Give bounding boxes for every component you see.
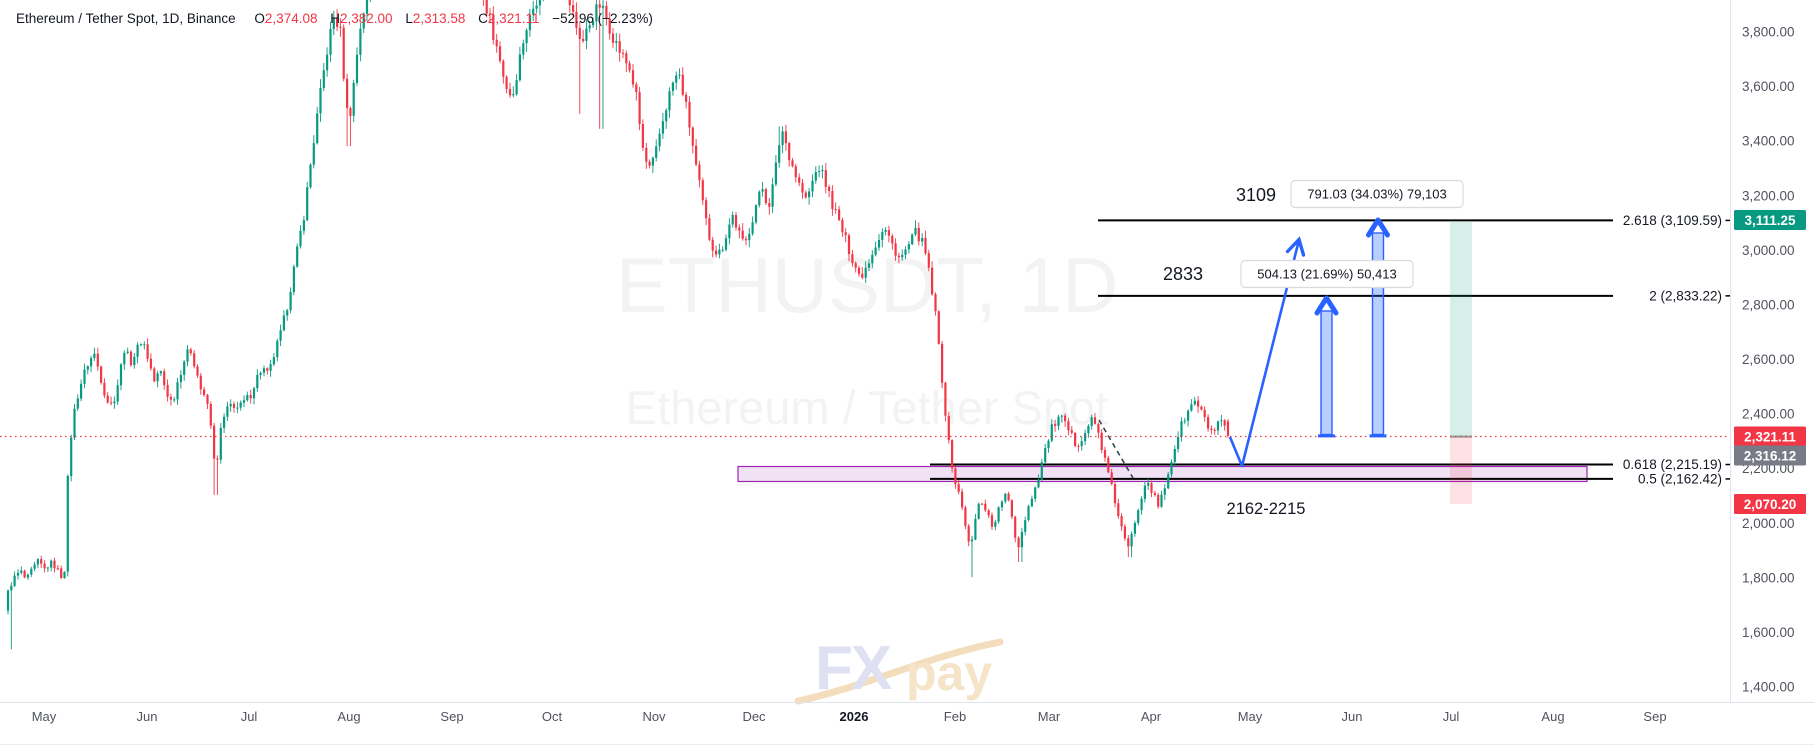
time-axis[interactable]: May Jun Jul Aug Sep Oct Nov Dec 2026 Feb Mar Apr May… [32, 709, 1667, 724]
price-axis-label: 3,400.00 [1742, 134, 1795, 149]
time-axis-label: Jun [137, 709, 158, 724]
price-target-note[interactable]: 2833 [1163, 264, 1203, 284]
symbol-ohlc-header: Ethereum / Tether Spot, 1D, Binance O2,3… [16, 11, 653, 26]
symbol-watermark: ETHUSDT, 1D Ethereum / Tether Spot [616, 241, 1119, 434]
high-value: 2,382.00 [340, 11, 393, 26]
bounce-arrow-head [1285, 236, 1306, 257]
measure-label-text: 791.03 (34.03%) 79,103 [1307, 187, 1447, 202]
loss-zone[interactable] [1450, 436, 1472, 505]
close-label: C [478, 11, 488, 26]
dashed-trendline-segment[interactable] [1098, 419, 1134, 479]
price-axis-label: 3,800.00 [1742, 25, 1795, 40]
logo-swoosh [794, 638, 1004, 705]
time-axis-label: Sep [1643, 709, 1666, 724]
axes-layer [0, 0, 1814, 703]
fib-level-label: 0.618 (2,215.19) [1623, 457, 1722, 472]
fib-level-label: 2.618 (3,109.59) [1623, 213, 1722, 228]
measure-label-box[interactable] [1240, 259, 1414, 289]
measure-label-box[interactable] [1290, 179, 1464, 209]
blue-projection-arrows[interactable] [1228, 217, 1390, 468]
bounce-arrow-line[interactable] [1228, 239, 1301, 468]
vertical-arrow-head [1314, 295, 1339, 316]
low-value: 2,313.58 [412, 11, 466, 26]
price-axis-label: 1,400.00 [1742, 680, 1795, 695]
long-position-projection[interactable] [1450, 222, 1472, 504]
time-axis-label: Mar [1038, 709, 1061, 724]
change-value: −52.96 (−2.23%) [552, 11, 653, 26]
time-axis-label: Apr [1141, 709, 1162, 724]
price-axis-label: 2,400.00 [1742, 407, 1795, 422]
supply-zone-rectangle[interactable] [737, 465, 1588, 483]
price-axis-label: 2,600.00 [1742, 352, 1795, 367]
candles-layer [6, 0, 1230, 650]
logo-fx-text: FX [815, 634, 892, 703]
price-axis-label: 3,000.00 [1742, 243, 1795, 258]
fib-extension-lines[interactable]: 2.618 (3,109.59) 2 (2,833.22) 0.618 (2,215… [930, 213, 1730, 486]
measure-label-text: 504.13 (21.69%) 50,413 [1257, 267, 1397, 282]
high-label: H [330, 11, 340, 26]
time-axis-label: Dec [742, 709, 766, 724]
supply-zone-box[interactable] [737, 465, 1588, 483]
price-target-note[interactable]: 2162-2215 [1227, 500, 1306, 518]
price-axis-label: 2,800.00 [1742, 297, 1795, 312]
price-axis-label: 3,200.00 [1742, 188, 1795, 203]
price-axis-badges: 3,111.25 2,321.11 2,316.12 2,070.20 [1734, 210, 1806, 514]
vertical-arrow-base [1369, 434, 1387, 438]
price-axis-label: 3,600.00 [1742, 79, 1795, 94]
price-axis-label: 1,800.00 [1742, 570, 1795, 585]
price-axis-label: 2,000.00 [1742, 516, 1795, 531]
price-axis-label: 1,600.00 [1742, 625, 1795, 640]
time-axis-label: Nov [642, 709, 666, 724]
fxpay-logo: FX pay [794, 634, 1004, 705]
watermark-name-text: Ethereum / Tether Spot [626, 381, 1108, 434]
low-label: L [405, 11, 413, 26]
time-axis-label: Jul [241, 709, 258, 724]
time-axis-label: Oct [542, 709, 563, 724]
price-badge-text: 2,070.20 [1744, 497, 1797, 512]
time-axis-label: Aug [337, 709, 360, 724]
vertical-arrow-head [1366, 217, 1390, 238]
open-value: 2,374.08 [264, 11, 318, 26]
time-axis-label: 2026 [840, 709, 869, 724]
price-badge-text: 2,316.12 [1744, 448, 1797, 463]
time-axis-label: Feb [944, 709, 966, 724]
watermark-symbol-text: ETHUSDT, 1D [616, 241, 1119, 329]
time-axis-label: May [32, 709, 57, 724]
price-badge [1734, 494, 1806, 514]
dashed-trendline[interactable] [1098, 419, 1134, 479]
logo-pay-text: pay [906, 645, 992, 701]
time-axis-label: May [1238, 709, 1263, 724]
price-badge [1734, 210, 1806, 230]
text-annotations-layer[interactable]: 3109 2833 2162-2215 791.03 (34.03%) 79,103 5… [1163, 179, 1464, 519]
price-badge-text: 3,111.25 [1744, 213, 1796, 228]
price-badge-text: 2,321.11 [1744, 429, 1796, 444]
open-label: O [254, 11, 265, 26]
price-axis[interactable]: 3,800.00 3,600.00 3,400.00 3,200.00 3,000.00… [1742, 25, 1795, 695]
time-axis-label: Aug [1541, 709, 1564, 724]
symbol-title[interactable]: Ethereum / Tether Spot, 1D, Binance [16, 11, 236, 26]
profit-zone[interactable] [1450, 222, 1472, 437]
fib-level-label: 2 (2,833.22) [1649, 288, 1722, 303]
vertical-arrow-shaft[interactable] [1320, 310, 1333, 436]
close-value: 2,321.11 [487, 11, 540, 26]
price-badge [1734, 426, 1806, 447]
time-axis-label: Jul [1443, 709, 1460, 724]
price-badge [1734, 445, 1806, 466]
time-axis-label: Jun [1342, 709, 1363, 724]
fib-level-label: 0.5 (2,162.42) [1638, 471, 1722, 486]
time-axis-label: Sep [440, 709, 463, 724]
price-target-note[interactable]: 3109 [1236, 185, 1276, 205]
vertical-arrow-base [1318, 434, 1335, 438]
